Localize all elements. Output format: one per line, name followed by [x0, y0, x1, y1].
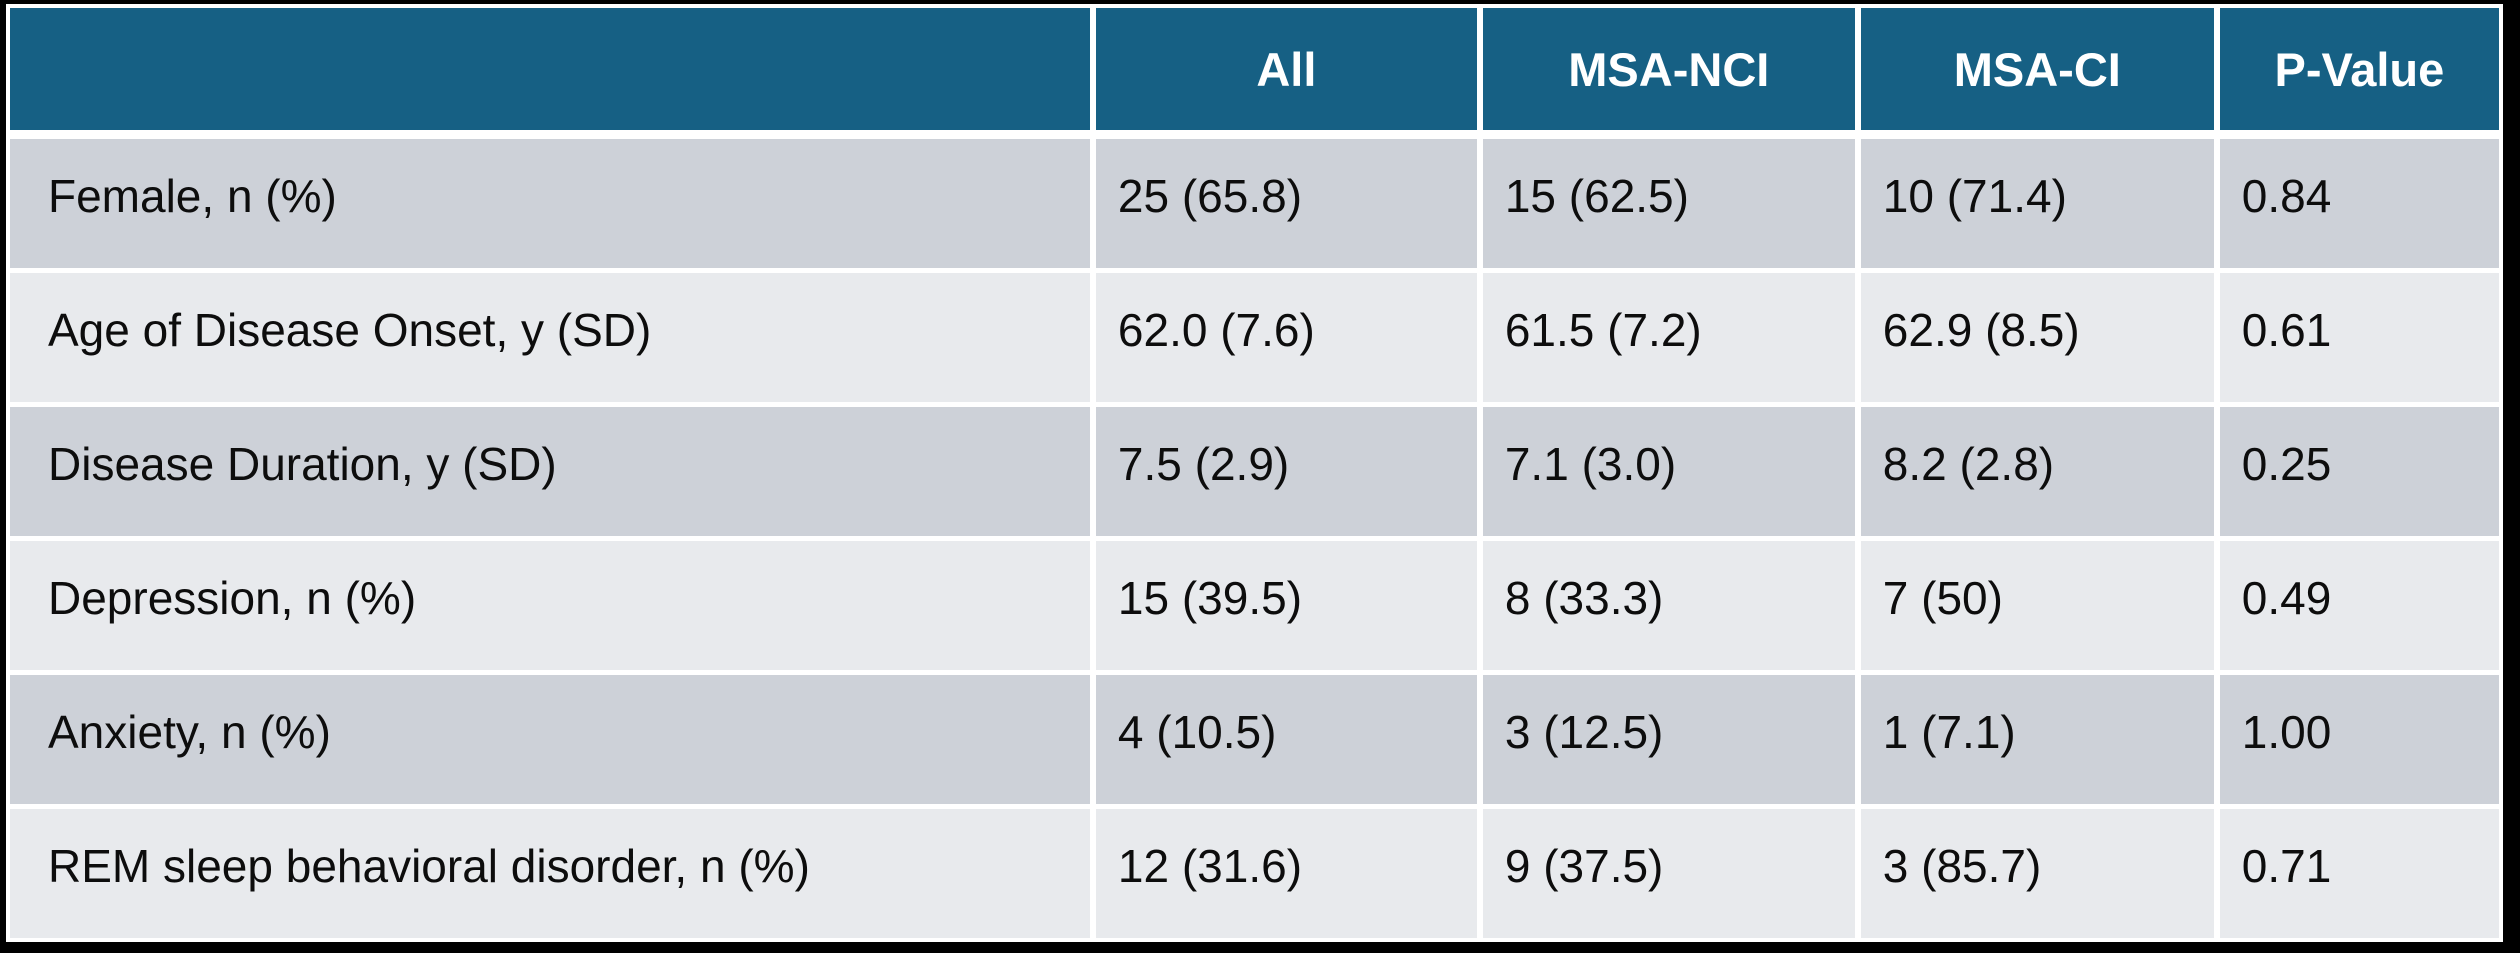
- cell-disease-duration-msa-nci: 7.1 (3.0): [1482, 407, 1855, 536]
- characteristics-table: All MSA-NCI MSA-CI P-Value Female, n (%)…: [6, 4, 2503, 942]
- cell-female-msa-ci: 10 (71.4): [1860, 139, 2214, 268]
- cell-depression-all: 15 (39.5): [1095, 541, 1477, 670]
- cell-rem-sleep-disorder-msa-ci: 3 (85.7): [1860, 809, 2214, 938]
- cell-rem-sleep-disorder-all: 12 (31.6): [1095, 809, 1477, 938]
- header-cell-p-value: P-Value: [2219, 8, 2499, 130]
- row-label-age-onset: Age of Disease Onset, y (SD): [10, 273, 1090, 402]
- cell-anxiety-msa-nci: 3 (12.5): [1482, 675, 1855, 804]
- row-label-depression: Depression, n (%): [10, 541, 1090, 670]
- row-label-rem-sleep-disorder: REM sleep behavioral disorder, n (%): [10, 809, 1090, 938]
- row-label-anxiety: Anxiety, n (%): [10, 675, 1090, 804]
- cell-female-msa-nci: 15 (62.5): [1482, 139, 1855, 268]
- cell-depression-msa-nci: 8 (33.3): [1482, 541, 1855, 670]
- cell-depression-msa-ci: 7 (50): [1860, 541, 2214, 670]
- header-cell-msa-nci: MSA-NCI: [1482, 8, 1855, 130]
- header-cell-all: All: [1095, 8, 1477, 130]
- cell-disease-duration-all: 7.5 (2.9): [1095, 407, 1477, 536]
- cell-age-onset-msa-ci: 62.9 (8.5): [1860, 273, 2214, 402]
- row-label-female: Female, n (%): [10, 139, 1090, 268]
- cell-disease-duration-msa-ci: 8.2 (2.8): [1860, 407, 2214, 536]
- cell-rem-sleep-disorder-p-value: 0.71: [2219, 809, 2499, 938]
- row-label-disease-duration: Disease Duration, y (SD): [10, 407, 1090, 536]
- cell-female-p-value: 0.84: [2219, 139, 2499, 268]
- cell-disease-duration-p-value: 0.25: [2219, 407, 2499, 536]
- cell-rem-sleep-disorder-msa-nci: 9 (37.5): [1482, 809, 1855, 938]
- cell-age-onset-all: 62.0 (7.6): [1095, 273, 1477, 402]
- header-cell-empty: [10, 8, 1090, 130]
- cell-depression-p-value: 0.49: [2219, 541, 2499, 670]
- cell-age-onset-msa-nci: 61.5 (7.2): [1482, 273, 1855, 402]
- header-cell-msa-ci: MSA-CI: [1860, 8, 2214, 130]
- cell-age-onset-p-value: 0.61: [2219, 273, 2499, 402]
- cell-female-all: 25 (65.8): [1095, 139, 1477, 268]
- cell-anxiety-all: 4 (10.5): [1095, 675, 1477, 804]
- cell-anxiety-msa-ci: 1 (7.1): [1860, 675, 2214, 804]
- cell-anxiety-p-value: 1.00: [2219, 675, 2499, 804]
